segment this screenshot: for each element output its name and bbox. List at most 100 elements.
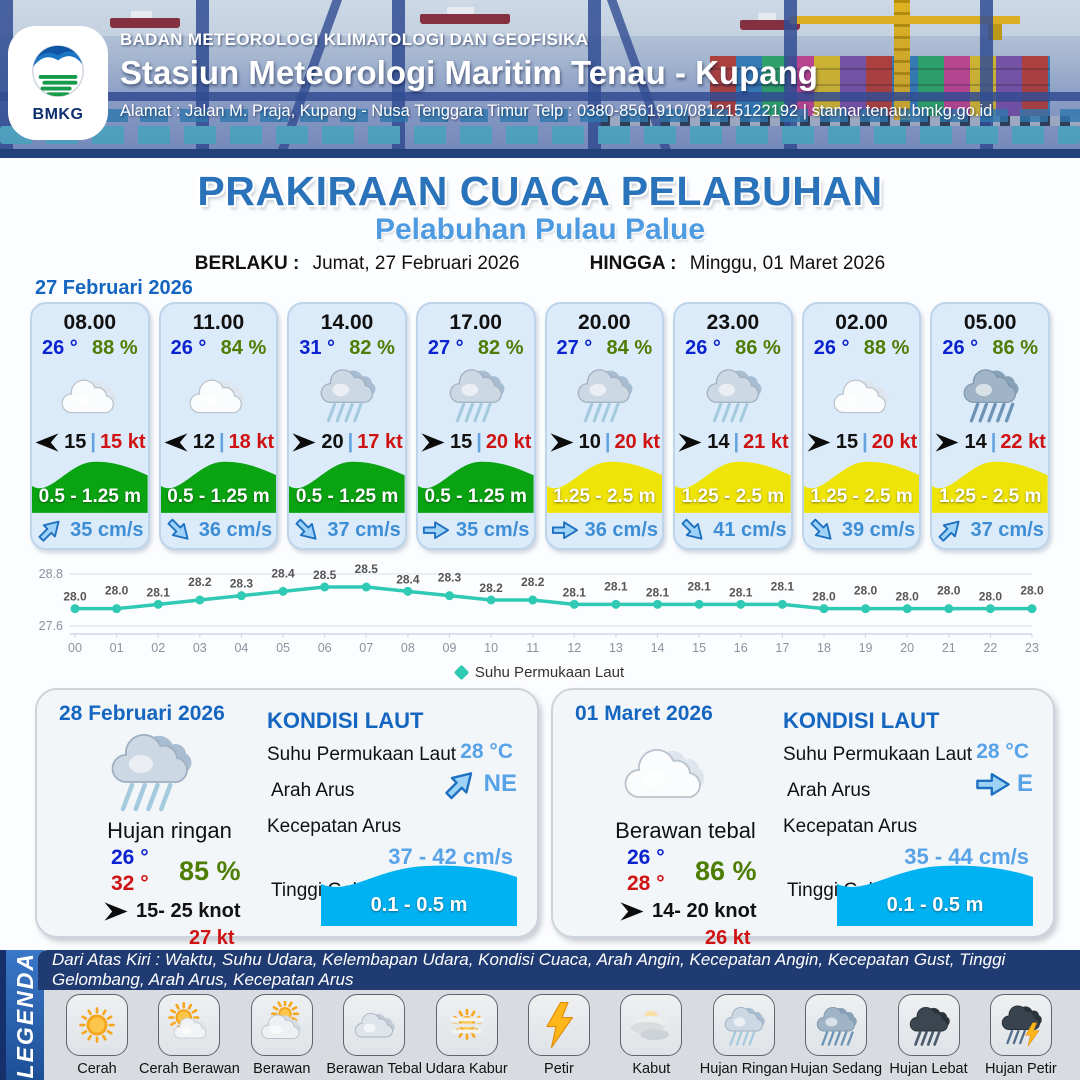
agency-name: BADAN METEOROLOGI KLIMATOLOGI DAN GEOFIS…: [120, 30, 589, 49]
valid-to: HINGGA : Minggu, 01 Maret 2026: [590, 253, 886, 275]
chart-legend: Suhu Permukaan Laut: [0, 664, 1080, 681]
svg-text:06: 06: [318, 641, 332, 655]
svg-text:20: 20: [900, 641, 914, 655]
svg-text:01: 01: [110, 641, 124, 655]
svg-text:09: 09: [443, 641, 457, 655]
separator: |: [347, 431, 354, 454]
day-panel: 28 Februari 2026 Hujan ringan 26 ° 32 ° …: [35, 688, 539, 949]
bench-row-illustration: [20, 109, 1080, 122]
wind-gust: 21 kt: [743, 431, 789, 454]
rain-medium-icon: [805, 994, 868, 1056]
day-panel: 01 Maret 2026 Berawan tebal 26 ° 28 ° 86…: [551, 688, 1055, 949]
time-label: 23.00: [706, 311, 760, 334]
wind-direction-icon: [103, 901, 129, 922]
humidity: 82 %: [349, 337, 395, 359]
svg-text:28.0: 28.0: [895, 590, 919, 604]
chart-legend-label: Suhu Permukaan Laut: [474, 664, 625, 681]
daily-panels: 28 Februari 2026 Hujan ringan 26 ° 32 ° …: [35, 688, 1055, 949]
bmkg-logo-text: BMKG: [32, 106, 84, 123]
wave-height: 0.1 - 0.5 m: [886, 894, 984, 916]
legend-item: Kabut: [606, 994, 696, 1078]
forecast-card: 02.00 26 ° 88 % 15 | 20 kt 1.25 - 2.5 m …: [801, 302, 922, 550]
svg-text:18: 18: [817, 641, 831, 655]
bmkg-logo-icon: [32, 45, 84, 97]
current-direction-icon: [808, 518, 836, 541]
wind-speed: 15: [449, 431, 473, 454]
window-beam-illustration: [0, 92, 1080, 101]
legend-section: LEGENDA Dari Atas Kiri : Waktu, Suhu Uda…: [0, 950, 1080, 1080]
wave-height-band: 0.5 - 1.25 m: [160, 457, 277, 513]
wave-height: 0.5 - 1.25 m: [424, 485, 527, 507]
current-direction-icon: [442, 770, 478, 800]
wind-gust: 15 kt: [99, 431, 146, 454]
current-direction-icon: [679, 518, 707, 541]
valid-to-date: Minggu, 01 Maret 2026: [689, 253, 886, 274]
lightning-icon: [527, 994, 590, 1056]
current-speed: 37 cm/s: [327, 518, 401, 541]
wind-speed: 14: [964, 431, 987, 454]
wind-speed: 14: [707, 431, 730, 454]
current-speed: 35 - 44 cm/s: [904, 844, 1029, 869]
svg-text:13: 13: [609, 641, 623, 655]
wind-range: 15- 25 knot: [136, 900, 241, 922]
separator: |: [218, 431, 225, 454]
weather-icon: [804, 360, 920, 429]
svg-text:17: 17: [775, 641, 789, 655]
svg-text:12: 12: [567, 641, 581, 655]
wind-direction-icon: [806, 432, 832, 453]
svg-text:28.0: 28.0: [63, 590, 87, 604]
humidity: 88 %: [863, 337, 910, 359]
validity-row: BERLAKU : Jumat, 27 Februari 2026 HINGGA…: [0, 253, 1080, 275]
svg-text:28.1: 28.1: [604, 579, 628, 593]
humidity: 84 %: [606, 337, 653, 359]
legend-item: Hujan Lebat: [884, 994, 974, 1078]
header-tint-overlay: [0, 0, 1080, 158]
wind-speed: 12: [192, 431, 215, 454]
wind-speed: 15: [64, 431, 87, 454]
svg-text:00: 00: [68, 641, 82, 655]
wave-height-band: 1.25 - 2.5 m: [675, 457, 791, 513]
sun-icon: [66, 994, 128, 1056]
wave-height: 0.5 - 1.25 m: [295, 485, 399, 507]
weather-icon: [32, 360, 148, 429]
wind-direction-icon: [619, 901, 645, 922]
weather-condition: Hujan ringan: [107, 818, 232, 843]
wind-speed: 20: [321, 431, 344, 454]
rain-light-icon: [712, 994, 775, 1056]
svg-text:22: 22: [983, 641, 997, 655]
time-label: 11.00: [192, 311, 245, 334]
time-label: 20.00: [578, 311, 631, 334]
wave-height-box: 0.1 - 0.5 m: [321, 860, 517, 926]
temperature-max: 28 °: [627, 872, 665, 895]
svg-text:28.1: 28.1: [147, 585, 171, 599]
current-speed: 36 cm/s: [584, 518, 658, 541]
page-subtitle: Pelabuhan Pulau Palue: [374, 213, 706, 246]
svg-text:28.2: 28.2: [479, 581, 503, 595]
forecast-card: 23.00 26 ° 86 % 14 | 21 kt 1.25 - 2.5 m …: [673, 302, 793, 550]
wind-gust: 18 kt: [228, 431, 275, 454]
header-text: BADAN METEOROLOGI KLIMATOLOGI DAN GEOFIS…: [120, 30, 992, 121]
humidity: 86 %: [695, 856, 757, 886]
legend-item: Hujan Petir: [976, 994, 1066, 1078]
legend-item: Berawan Tebal: [326, 994, 422, 1078]
wave-height: 1.25 - 2.5 m: [681, 485, 785, 507]
wind-direction-icon: [34, 432, 60, 453]
svg-text:05: 05: [276, 641, 290, 655]
svg-text:28.3: 28.3: [438, 571, 462, 585]
current-direction-label: Arah Arus: [787, 780, 871, 801]
section-date: 27 Februari 2026: [35, 277, 193, 299]
legend-note-bar: Dari Atas Kiri : Waktu, Suhu Udara, Kele…: [38, 950, 1080, 990]
svg-text:28.0: 28.0: [1020, 584, 1044, 598]
sun-cloud-icon: [158, 994, 221, 1056]
fog-icon: [620, 994, 683, 1056]
current-speed-label: Kecepatan Arus: [267, 816, 402, 837]
panel-date: 01 Maret 2026: [575, 702, 713, 725]
svg-text:28.1: 28.1: [563, 585, 587, 599]
wave-height-band: 0.5 - 1.25 m: [417, 457, 534, 513]
svg-text:28.0: 28.0: [937, 584, 961, 598]
weather-icon: [675, 360, 791, 429]
wind-direction-icon: [677, 432, 703, 453]
weather-icon: [547, 360, 663, 429]
current-direction-icon: [936, 519, 964, 542]
current-direction-icon: [551, 519, 579, 541]
